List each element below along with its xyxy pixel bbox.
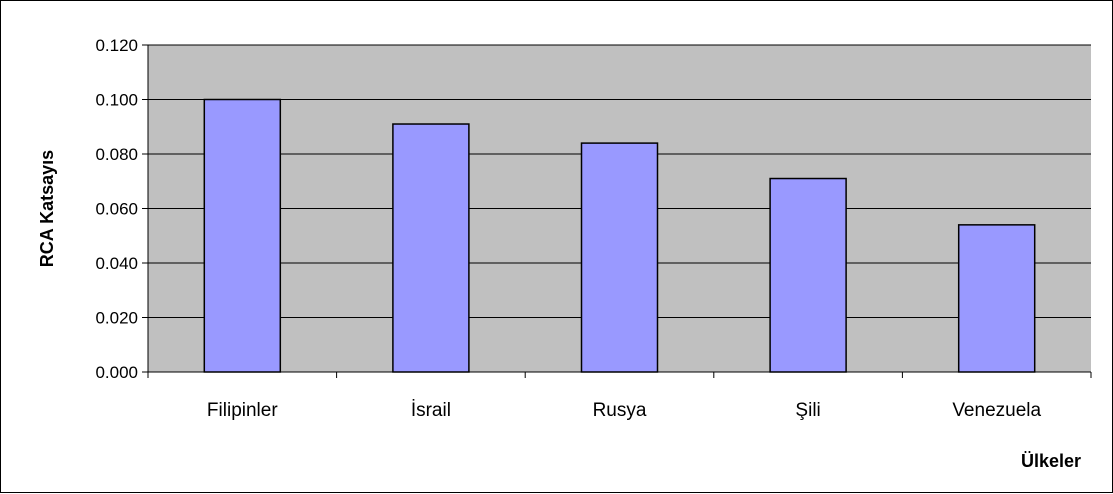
x-axis-title: Ülkeler — [1021, 451, 1081, 471]
y-tick-label: 0.060 — [95, 200, 138, 219]
x-tick-labels: Filipinler İsrail Rusya Şili Venezuela — [207, 400, 1042, 421]
x-tick-label: Venezuela — [952, 400, 1041, 421]
x-tick-label: Rusya — [593, 400, 647, 421]
y-tick-label: 0.100 — [95, 91, 138, 110]
bar — [580, 142, 659, 373]
y-tick-labels: 0.000 0.020 0.040 0.060 0.080 0.100 0.120 — [95, 36, 138, 382]
x-tick-label: İsrail — [411, 400, 451, 421]
bar — [203, 98, 282, 373]
y-axis-title: RCA Katsayıs — [37, 150, 57, 267]
y-tick-label: 0.120 — [95, 36, 138, 55]
axes — [142, 44, 1092, 378]
bars — [203, 98, 1036, 373]
y-tick-label: 0.020 — [95, 309, 138, 328]
y-tick-label: 0.000 — [95, 363, 138, 382]
y-tick-label: 0.080 — [95, 145, 138, 164]
x-tick-label: Filipinler — [207, 400, 278, 421]
y-tick-label: 0.040 — [95, 254, 138, 273]
bar — [769, 177, 847, 373]
bar — [957, 224, 1036, 373]
x-tick-label: Şili — [795, 400, 820, 421]
bar — [392, 123, 470, 373]
